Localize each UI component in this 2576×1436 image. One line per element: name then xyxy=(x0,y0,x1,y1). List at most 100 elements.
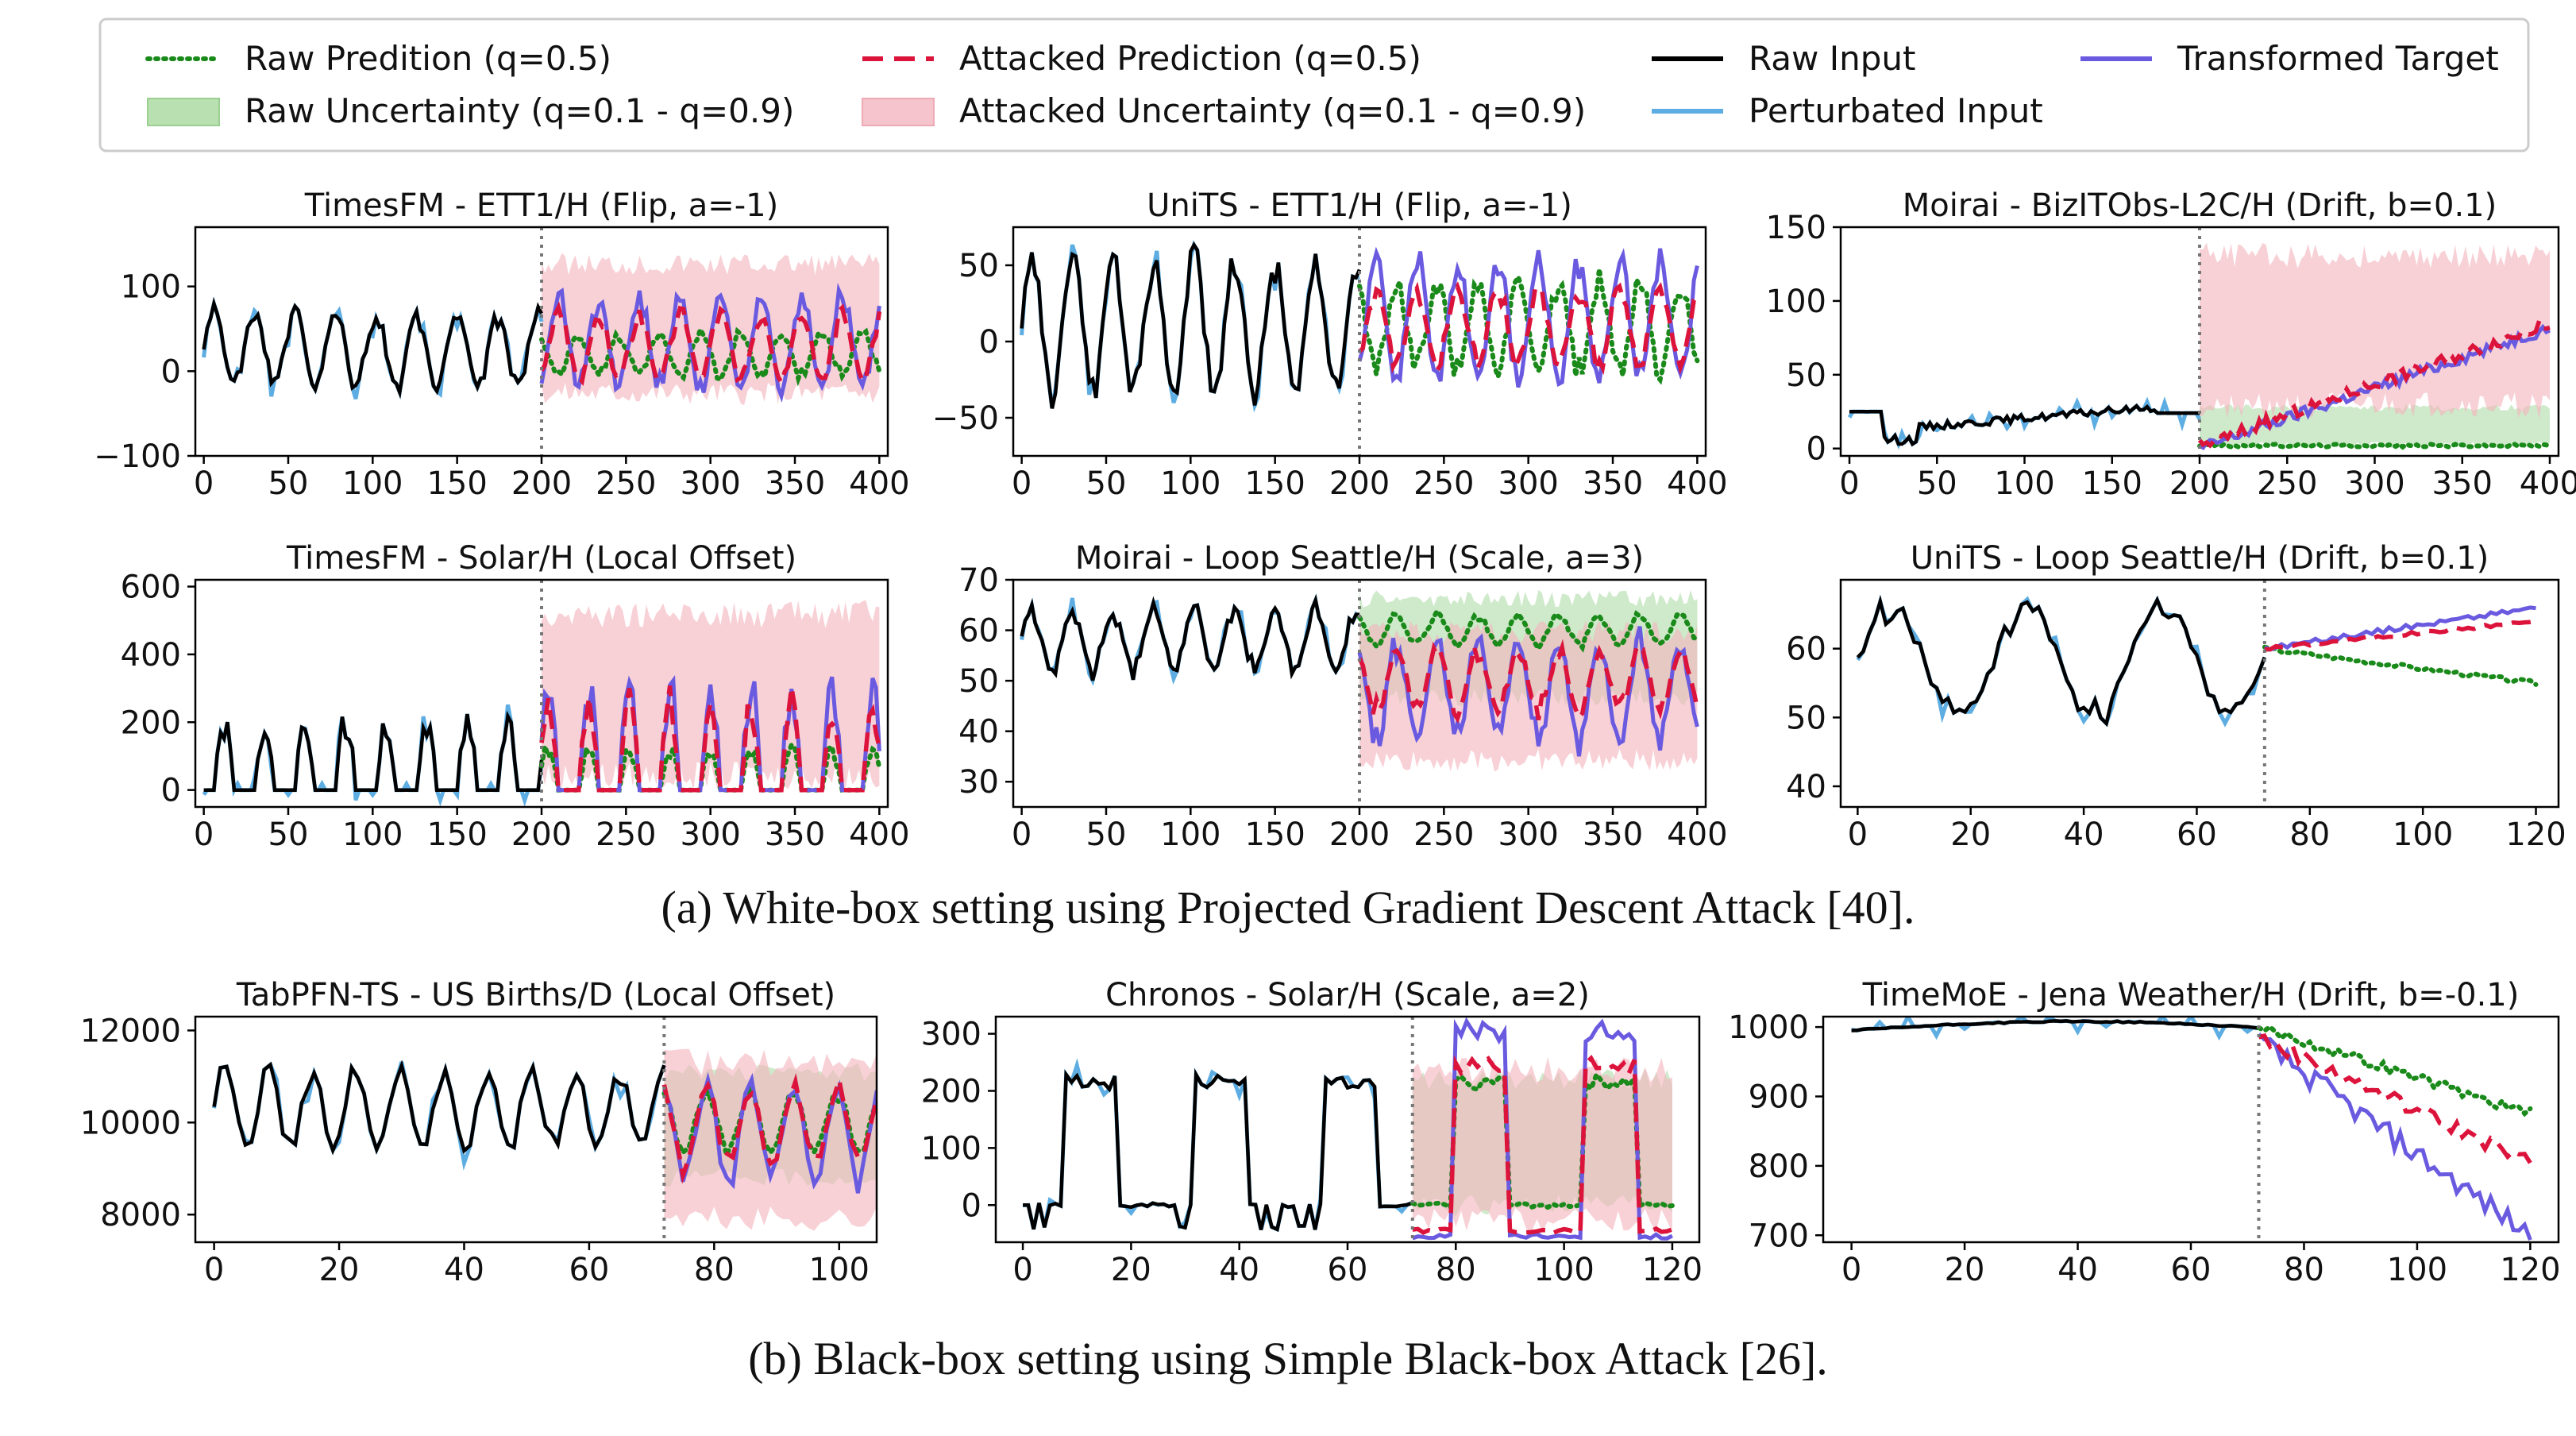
x-tick-label: 20 xyxy=(1945,1252,1985,1288)
y-tick-label: 700 xyxy=(1749,1218,1809,1254)
attacked-prediction-line xyxy=(661,1073,877,1184)
x-tick-label: 120 xyxy=(2505,816,2566,853)
x-tick-label: 40 xyxy=(1219,1252,1259,1288)
x-tick-label: 0 xyxy=(1012,465,1032,502)
x-tick-label: 0 xyxy=(194,465,214,502)
y-tick-label: 10000 xyxy=(80,1105,181,1141)
x-tick-label: 400 xyxy=(849,465,909,502)
plot-area xyxy=(1020,589,1700,772)
x-tick-label: 100 xyxy=(1994,465,2054,502)
legend: Raw Predition (q=0.5) Raw Uncertainty (q… xyxy=(98,17,2530,152)
legend-label-raw-uncertainty: Raw Uncertainty (q=0.1 - q=0.9) xyxy=(245,91,794,130)
x-tick-label: 20 xyxy=(319,1252,360,1288)
x-tick-label: 100 xyxy=(2393,816,2453,853)
raw-prediction-line xyxy=(1357,606,1700,654)
plot-area xyxy=(202,253,882,405)
plot-area xyxy=(202,600,882,807)
legend-label-transformed-target: Transformed Target xyxy=(2177,39,2499,78)
y-tick-label: 800 xyxy=(1749,1148,1809,1185)
plot-area xyxy=(1020,240,1700,413)
x-tick-label: 0 xyxy=(1848,816,1868,853)
plot-area xyxy=(1022,1017,1675,1241)
attacked-prediction-line xyxy=(2258,1033,2532,1164)
x-tick-label: 150 xyxy=(1244,465,1305,502)
x-tick-label: 350 xyxy=(765,465,825,502)
x-tick-label: 50 xyxy=(268,465,309,502)
x-tick-label: 50 xyxy=(268,816,309,853)
raw-input-line xyxy=(1023,1067,1413,1232)
y-tick-label: 60 xyxy=(1786,631,1826,668)
y-tick-label: 0 xyxy=(161,353,181,390)
transformed-target-line xyxy=(2263,605,2536,652)
x-tick-label: 60 xyxy=(2177,816,2217,853)
raw-input-line xyxy=(1856,594,2267,728)
attacked-prediction-line xyxy=(1357,639,1700,724)
y-tick-label: 100 xyxy=(121,269,181,306)
legend-label-raw-prediction: Raw Predition (q=0.5) xyxy=(245,39,611,78)
legend-label-raw-input: Raw Input xyxy=(1749,39,1915,78)
plot-area xyxy=(1851,1017,2533,1241)
raw-input-line xyxy=(1020,593,1360,681)
x-tick-label: 40 xyxy=(444,1252,484,1288)
y-tick-label: 400 xyxy=(121,637,181,674)
chart-title: UniTS - ETT1/H (Flip, a=-1) xyxy=(1147,187,1572,224)
x-tick-label: 80 xyxy=(1436,1252,1476,1288)
x-tick-label: 200 xyxy=(511,465,572,502)
x-tick-label: 200 xyxy=(1329,816,1390,853)
chart-panel: TabPFN-TS - US Births/D (Local Offset) 0 2… xyxy=(80,977,878,1288)
x-tick-label: 120 xyxy=(1642,1252,1703,1288)
y-tick-label: 200 xyxy=(921,1073,981,1110)
y-tick-label: 50 xyxy=(958,663,999,700)
y-tick-label: 40 xyxy=(1786,769,1826,805)
attacked-prediction-line xyxy=(2264,619,2536,652)
x-tick-label: 300 xyxy=(1498,816,1559,853)
legend-item-transformed-target: Transformed Target xyxy=(2080,39,2499,78)
x-tick-label: 60 xyxy=(1328,1252,1368,1288)
x-tick-label: 100 xyxy=(342,816,403,853)
x-tick-label: 200 xyxy=(2169,465,2230,502)
plot-area xyxy=(1856,594,2539,728)
x-tick-label: 300 xyxy=(681,465,741,502)
y-tick-label: 300 xyxy=(921,1017,981,1053)
legend-item-attacked-prediction: Attacked Prediction (q=0.5) xyxy=(862,39,1421,78)
x-tick-label: 350 xyxy=(2432,465,2493,502)
transformed-target-line xyxy=(1411,1017,1673,1241)
axes-frame xyxy=(194,1015,878,1244)
chart-title: Moirai - BizITObs-L2C/H (Drift, b=0.1) xyxy=(1903,187,2497,224)
chart-title: TimesFM - ETT1/H (Flip, a=-1) xyxy=(304,187,778,224)
y-tick-label: 40 xyxy=(958,714,999,751)
x-tick-label: 150 xyxy=(2082,465,2142,502)
y-tick-label: 50 xyxy=(1786,357,1826,394)
x-tick-label: 50 xyxy=(1086,465,1127,502)
x-tick-label: 100 xyxy=(809,1252,870,1288)
raw-prediction-line xyxy=(2197,441,2552,450)
y-tick-label: −50 xyxy=(932,400,999,437)
raw-prediction-line xyxy=(2262,644,2539,687)
chart-panel: TimeMoE - Jena Weather/H (Drift, b=-0.1)… xyxy=(1728,977,2560,1288)
x-tick-label: 400 xyxy=(1667,465,1727,502)
x-tick-label: 150 xyxy=(426,816,487,853)
x-tick-label: 250 xyxy=(1413,465,1474,502)
raw-input-line xyxy=(212,1060,666,1156)
x-tick-label: 0 xyxy=(1012,1252,1032,1288)
x-tick-label: 300 xyxy=(681,816,741,853)
axes-frame xyxy=(1839,578,2560,809)
x-tick-label: 250 xyxy=(1413,816,1474,853)
x-tick-label: 250 xyxy=(596,465,656,502)
chart-title: Chronos - Solar/H (Scale, a=2) xyxy=(1105,977,1590,1013)
raw-input-line xyxy=(203,710,544,792)
y-tick-label: 12000 xyxy=(80,1013,181,1049)
chart-title: TimeMoE - Jena Weather/H (Drift, b=-0.1) xyxy=(1862,977,2520,1013)
chart-title: TimesFM - Solar/H (Local Offset) xyxy=(286,540,796,577)
chart-title: Moirai - Loop Seattle/H (Scale, a=3) xyxy=(1075,540,1644,577)
plot-area xyxy=(1847,242,2552,450)
x-tick-label: 80 xyxy=(2284,1252,2324,1288)
x-tick-label: 400 xyxy=(849,816,909,853)
x-tick-label: 200 xyxy=(1329,465,1390,502)
x-tick-label: 400 xyxy=(2520,465,2576,502)
attacked-uncertainty-band xyxy=(2200,242,2550,419)
legend-item-raw-uncertainty: Raw Uncertainty (q=0.1 - q=0.9) xyxy=(147,91,794,130)
y-tick-label: 8000 xyxy=(100,1197,181,1233)
legend-frame xyxy=(98,17,2530,152)
